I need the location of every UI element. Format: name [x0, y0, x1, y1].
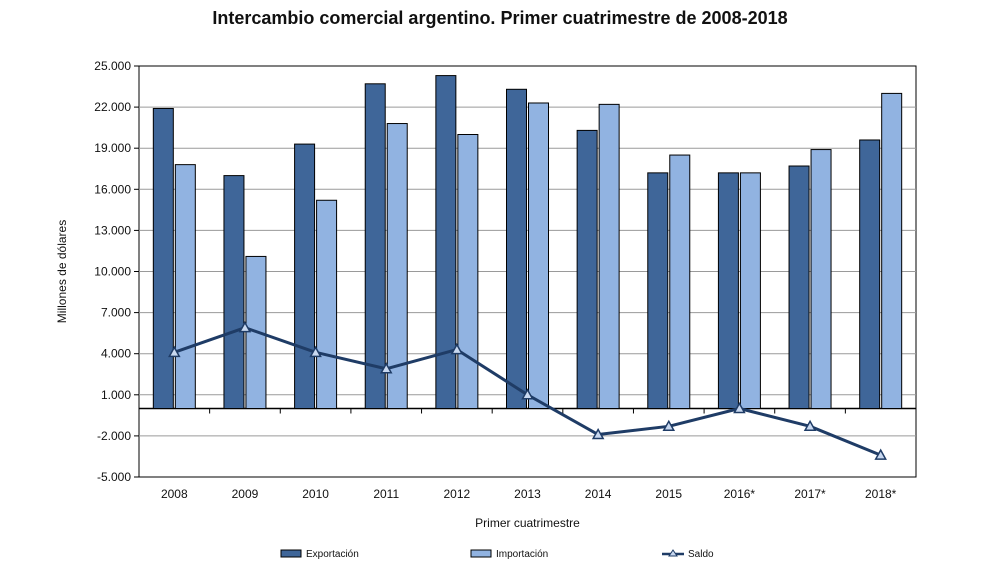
bar-exportacion	[506, 88, 527, 409]
bar-importacion	[598, 103, 620, 410]
saldo-point	[309, 345, 322, 358]
saldo-point	[450, 343, 464, 355]
bar-importacion	[457, 134, 479, 409]
bar-exportacion	[788, 165, 810, 409]
bar-exportacion	[576, 129, 598, 409]
bar-exportacion	[647, 172, 669, 409]
bar-importacion	[810, 149, 832, 409]
x-tick-label: 2017*	[794, 487, 826, 501]
legend-swatch-importacion	[470, 549, 492, 558]
bar-importacion	[669, 154, 691, 409]
bar-exportacion	[152, 107, 174, 409]
saldo-point	[591, 427, 605, 440]
x-tick-label: 2018*	[865, 487, 897, 501]
x-tick-label: 2013	[514, 487, 541, 501]
y-tick-label: 13.000	[94, 223, 131, 237]
bar-importacion	[386, 123, 408, 409]
x-tick-label: 2010	[302, 487, 329, 501]
y-tick-label: 7.000	[101, 306, 131, 320]
bar-exportacion	[294, 143, 316, 409]
bar-importacion	[881, 92, 903, 410]
legend-label-exportacion: Exportación	[306, 549, 359, 560]
legend-marker-saldo	[668, 549, 678, 557]
legend-label-saldo: Saldo	[688, 549, 714, 560]
bar-exportacion	[435, 75, 457, 409]
y-axis-label: Millones de dólares	[55, 220, 69, 323]
bar-importacion	[316, 199, 338, 409]
saldo-point	[521, 388, 534, 400]
x-axis-label: Primer cuatrimestre	[475, 516, 580, 530]
saldo-point	[238, 321, 252, 333]
bar-importacion	[739, 172, 761, 409]
y-tick-label: 4.000	[101, 347, 131, 361]
y-tick-label: -2.000	[97, 429, 131, 443]
bar-importacion	[174, 164, 196, 409]
x-tick-label: 2014	[585, 487, 612, 501]
saldo-point	[803, 419, 817, 432]
saldo-point	[379, 362, 393, 374]
x-tick-label: 2008	[161, 487, 188, 501]
y-tick-label: 10.000	[94, 265, 131, 279]
y-tick-label: -5.000	[97, 470, 131, 484]
chart-title: Intercambio comercial argentino. Primer …	[212, 8, 788, 28]
y-tick-label: 1.000	[101, 388, 131, 402]
bar-exportacion	[223, 175, 245, 409]
x-tick-label: 2012	[444, 487, 471, 501]
x-tick-label: 2009	[232, 487, 259, 501]
y-tick-label: 25.000	[94, 59, 131, 73]
y-tick-label: 16.000	[94, 182, 131, 196]
bar-exportacion	[364, 83, 386, 409]
saldo-point	[168, 345, 181, 358]
saldo-point	[662, 419, 676, 432]
bar-exportacion	[859, 139, 881, 409]
x-tick-label: 2015	[655, 487, 682, 501]
x-tick-label: 2011	[373, 487, 399, 501]
saldo-point	[874, 448, 887, 460]
bar-exportacion	[717, 172, 739, 409]
x-tick-label: 2016*	[724, 487, 756, 501]
bar-importacion	[528, 102, 549, 410]
y-tick-label: 19.000	[94, 141, 131, 155]
legend-label-importacion: Importación	[496, 549, 548, 560]
legend-swatch-exportacion	[280, 549, 302, 558]
y-tick-label: 22.000	[94, 100, 131, 114]
saldo-point	[733, 401, 746, 414]
